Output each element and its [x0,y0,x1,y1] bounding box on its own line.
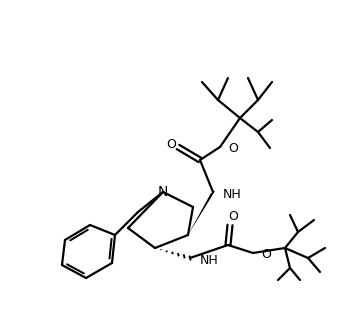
Text: O: O [261,248,271,261]
Text: N: N [158,185,168,199]
Text: NH: NH [200,254,219,267]
Text: O: O [166,137,176,150]
Text: NH: NH [223,189,242,202]
Polygon shape [188,191,215,235]
Text: O: O [228,211,238,224]
Text: O: O [228,142,238,156]
